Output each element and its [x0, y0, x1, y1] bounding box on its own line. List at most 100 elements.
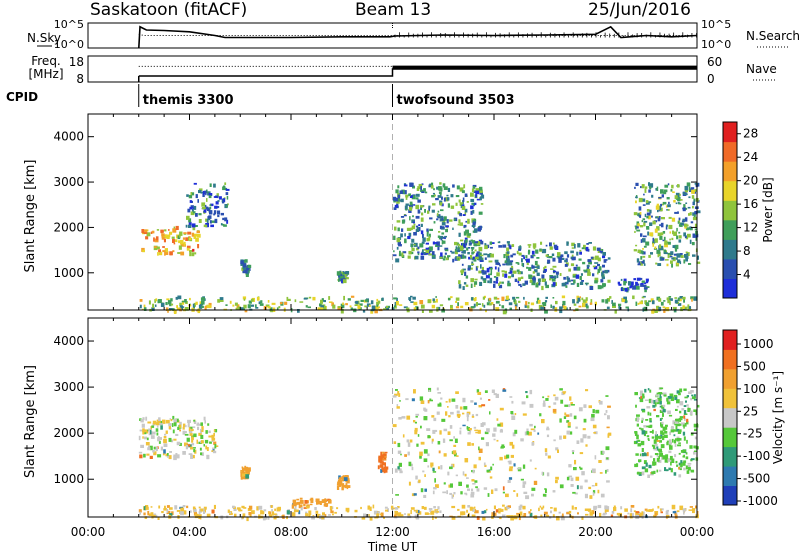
velocity-panel-echo-cell: [140, 419, 144, 423]
power-panel-echo-cell: [395, 189, 399, 194]
velocity-panel-echo-cell: [655, 399, 659, 403]
velocity-panel-echo-cell: [604, 510, 607, 514]
velocity-panel-echo-cell: [559, 388, 563, 391]
velocity-panel-echo-cell: [234, 513, 237, 518]
power-panel-echo-cell: [297, 309, 300, 313]
power-panel-echo-cell: [155, 298, 158, 302]
velocity-panel-echo-cell: [493, 438, 496, 441]
power-panel-echo-cell: [191, 252, 195, 257]
velocity-panel-echo-cell: [678, 474, 682, 478]
power-panel-echo-cell: [496, 297, 500, 300]
power-panel-echo-cell: [659, 244, 662, 249]
power-panel-echo-cell: [439, 182, 442, 185]
power-panel-echo-cell: [165, 251, 169, 255]
power-panel-echo-cell: [568, 268, 571, 272]
power-panel-echo-cell: [590, 256, 594, 259]
power-panel-echo-cell: [654, 228, 658, 233]
power-panel-echo-cell: [357, 305, 361, 309]
velocity-panel-echo-cell: [310, 500, 314, 503]
power-panel-echo-cell: [662, 201, 667, 205]
power-panel-echo-cell: [489, 241, 493, 245]
velocity-panel-echo-cell: [157, 517, 160, 520]
power-panel-echo-cell: [370, 309, 374, 314]
power-panel-echo-cell: [209, 220, 212, 224]
velocity-panel-echo-cell: [145, 442, 150, 446]
power-panel-echo-cell: [636, 225, 639, 229]
power-panel-echo-cell: [146, 232, 151, 237]
velocity-panel-echo-cell: [525, 391, 528, 394]
power-panel-echo-cell: [463, 243, 466, 246]
power-panel-echo-cell: [470, 306, 475, 309]
power-panel-echo-cell: [585, 303, 588, 308]
velocity-panel-echo-cell: [667, 458, 672, 462]
velocity-panel-echo-cell: [448, 484, 451, 488]
velocity-panel-echo-cell: [311, 516, 315, 520]
velocity-panel-echo-cell: [641, 448, 644, 452]
velocity-panel-echo-cell: [415, 416, 418, 418]
velocity-panel-echo-cell: [245, 474, 250, 479]
velocity-panel-echo-cell: [566, 512, 571, 515]
power-panel-echo-cell: [474, 278, 478, 281]
velocity-panel-echo-cell: [203, 416, 206, 421]
velocity-panel-echo-cell: [493, 427, 497, 432]
power-panel-echo-cell: [374, 309, 378, 314]
power-panel-echo-cell: [524, 304, 527, 308]
power-panel-echo-cell: [338, 273, 342, 278]
power-panel-echo-cell: [642, 218, 646, 221]
velocity-panel-echo-cell: [657, 459, 662, 463]
power-panel-echo-cell: [483, 304, 486, 308]
velocity-panel-echo-cell: [495, 393, 499, 398]
power-panel-echo-cell: [506, 295, 509, 300]
power-panel-echo-cell: [451, 251, 455, 254]
power-panel-echo-cell: [336, 271, 341, 276]
velocity-panel-echo-cell: [369, 506, 372, 511]
velocity-panel-echo-cell: [582, 428, 586, 431]
power-panel-echo-cell: [218, 196, 222, 200]
velocity-panel-echo-cell: [567, 425, 571, 428]
velocity-panel-echo-cell: [582, 434, 587, 439]
power-panel-echo-cell: [562, 300, 566, 306]
power-panel-echo-cell: [641, 184, 645, 189]
velocity-panel-echo-cell: [561, 391, 565, 396]
velocity-panel-echo-cell: [206, 513, 211, 518]
power-panel-echo-cell: [654, 238, 658, 243]
power-panel-echo-cell: [678, 239, 682, 243]
power-panel-echo-cell: [499, 304, 501, 306]
velocity-panel-echo-cell: [395, 389, 398, 391]
power-panel-echo-cell: [671, 237, 674, 241]
power-panel-echo-cell: [539, 248, 542, 251]
velocity-panel-echo-cell: [213, 441, 217, 445]
power-panel-echo-cell: [475, 193, 477, 198]
velocity-panel-echo-cell: [591, 468, 596, 473]
power-panel-echo-cell: [658, 197, 662, 199]
velocity-panel-echo-cell: [443, 482, 446, 485]
power-panel-echo-cell: [656, 216, 660, 219]
power-panel-echo-cell: [162, 246, 165, 248]
velocity-panel-echo-cell: [309, 503, 313, 506]
power-panel-echo-cell: [342, 279, 347, 284]
velocity-panel-echo-cell: [553, 507, 557, 512]
power-panel-echo-cell: [644, 282, 647, 285]
power-panel-echo-cell: [393, 207, 397, 210]
velocity-panel-echo-cell: [456, 410, 460, 414]
velocity-panel-echo-cell: [526, 428, 529, 432]
velocity-panel-echo-cell: [538, 507, 540, 512]
velocity-panel-echo-cell: [661, 432, 665, 436]
power-panel-echo-cell: [459, 202, 463, 206]
velocity-panel-echo-cell: [298, 504, 303, 509]
velocity-panel-echo-cell: [207, 423, 210, 426]
power-panel-echo-cell: [422, 237, 426, 242]
power-panel-echo-cell: [409, 195, 413, 198]
power-panel-echo-cell: [692, 216, 697, 221]
velocity-panel-echo-cell: [150, 435, 155, 439]
velocity-panel-echo-cell: [667, 397, 671, 403]
power-panel-echo-cell: [552, 297, 555, 299]
power-panel-echo-cell: [429, 246, 433, 251]
velocity-panel-echo-cell: [511, 400, 514, 404]
power-panel-echo-cell: [142, 249, 145, 253]
power-panel-echo-cell: [643, 284, 647, 287]
velocity-panel-echo-cell: [696, 404, 700, 408]
power-panel-echo-cell: [640, 239, 643, 243]
velocity-colorbar-swatch-2: [723, 446, 737, 467]
power-panel-echo-cell: [669, 255, 673, 258]
